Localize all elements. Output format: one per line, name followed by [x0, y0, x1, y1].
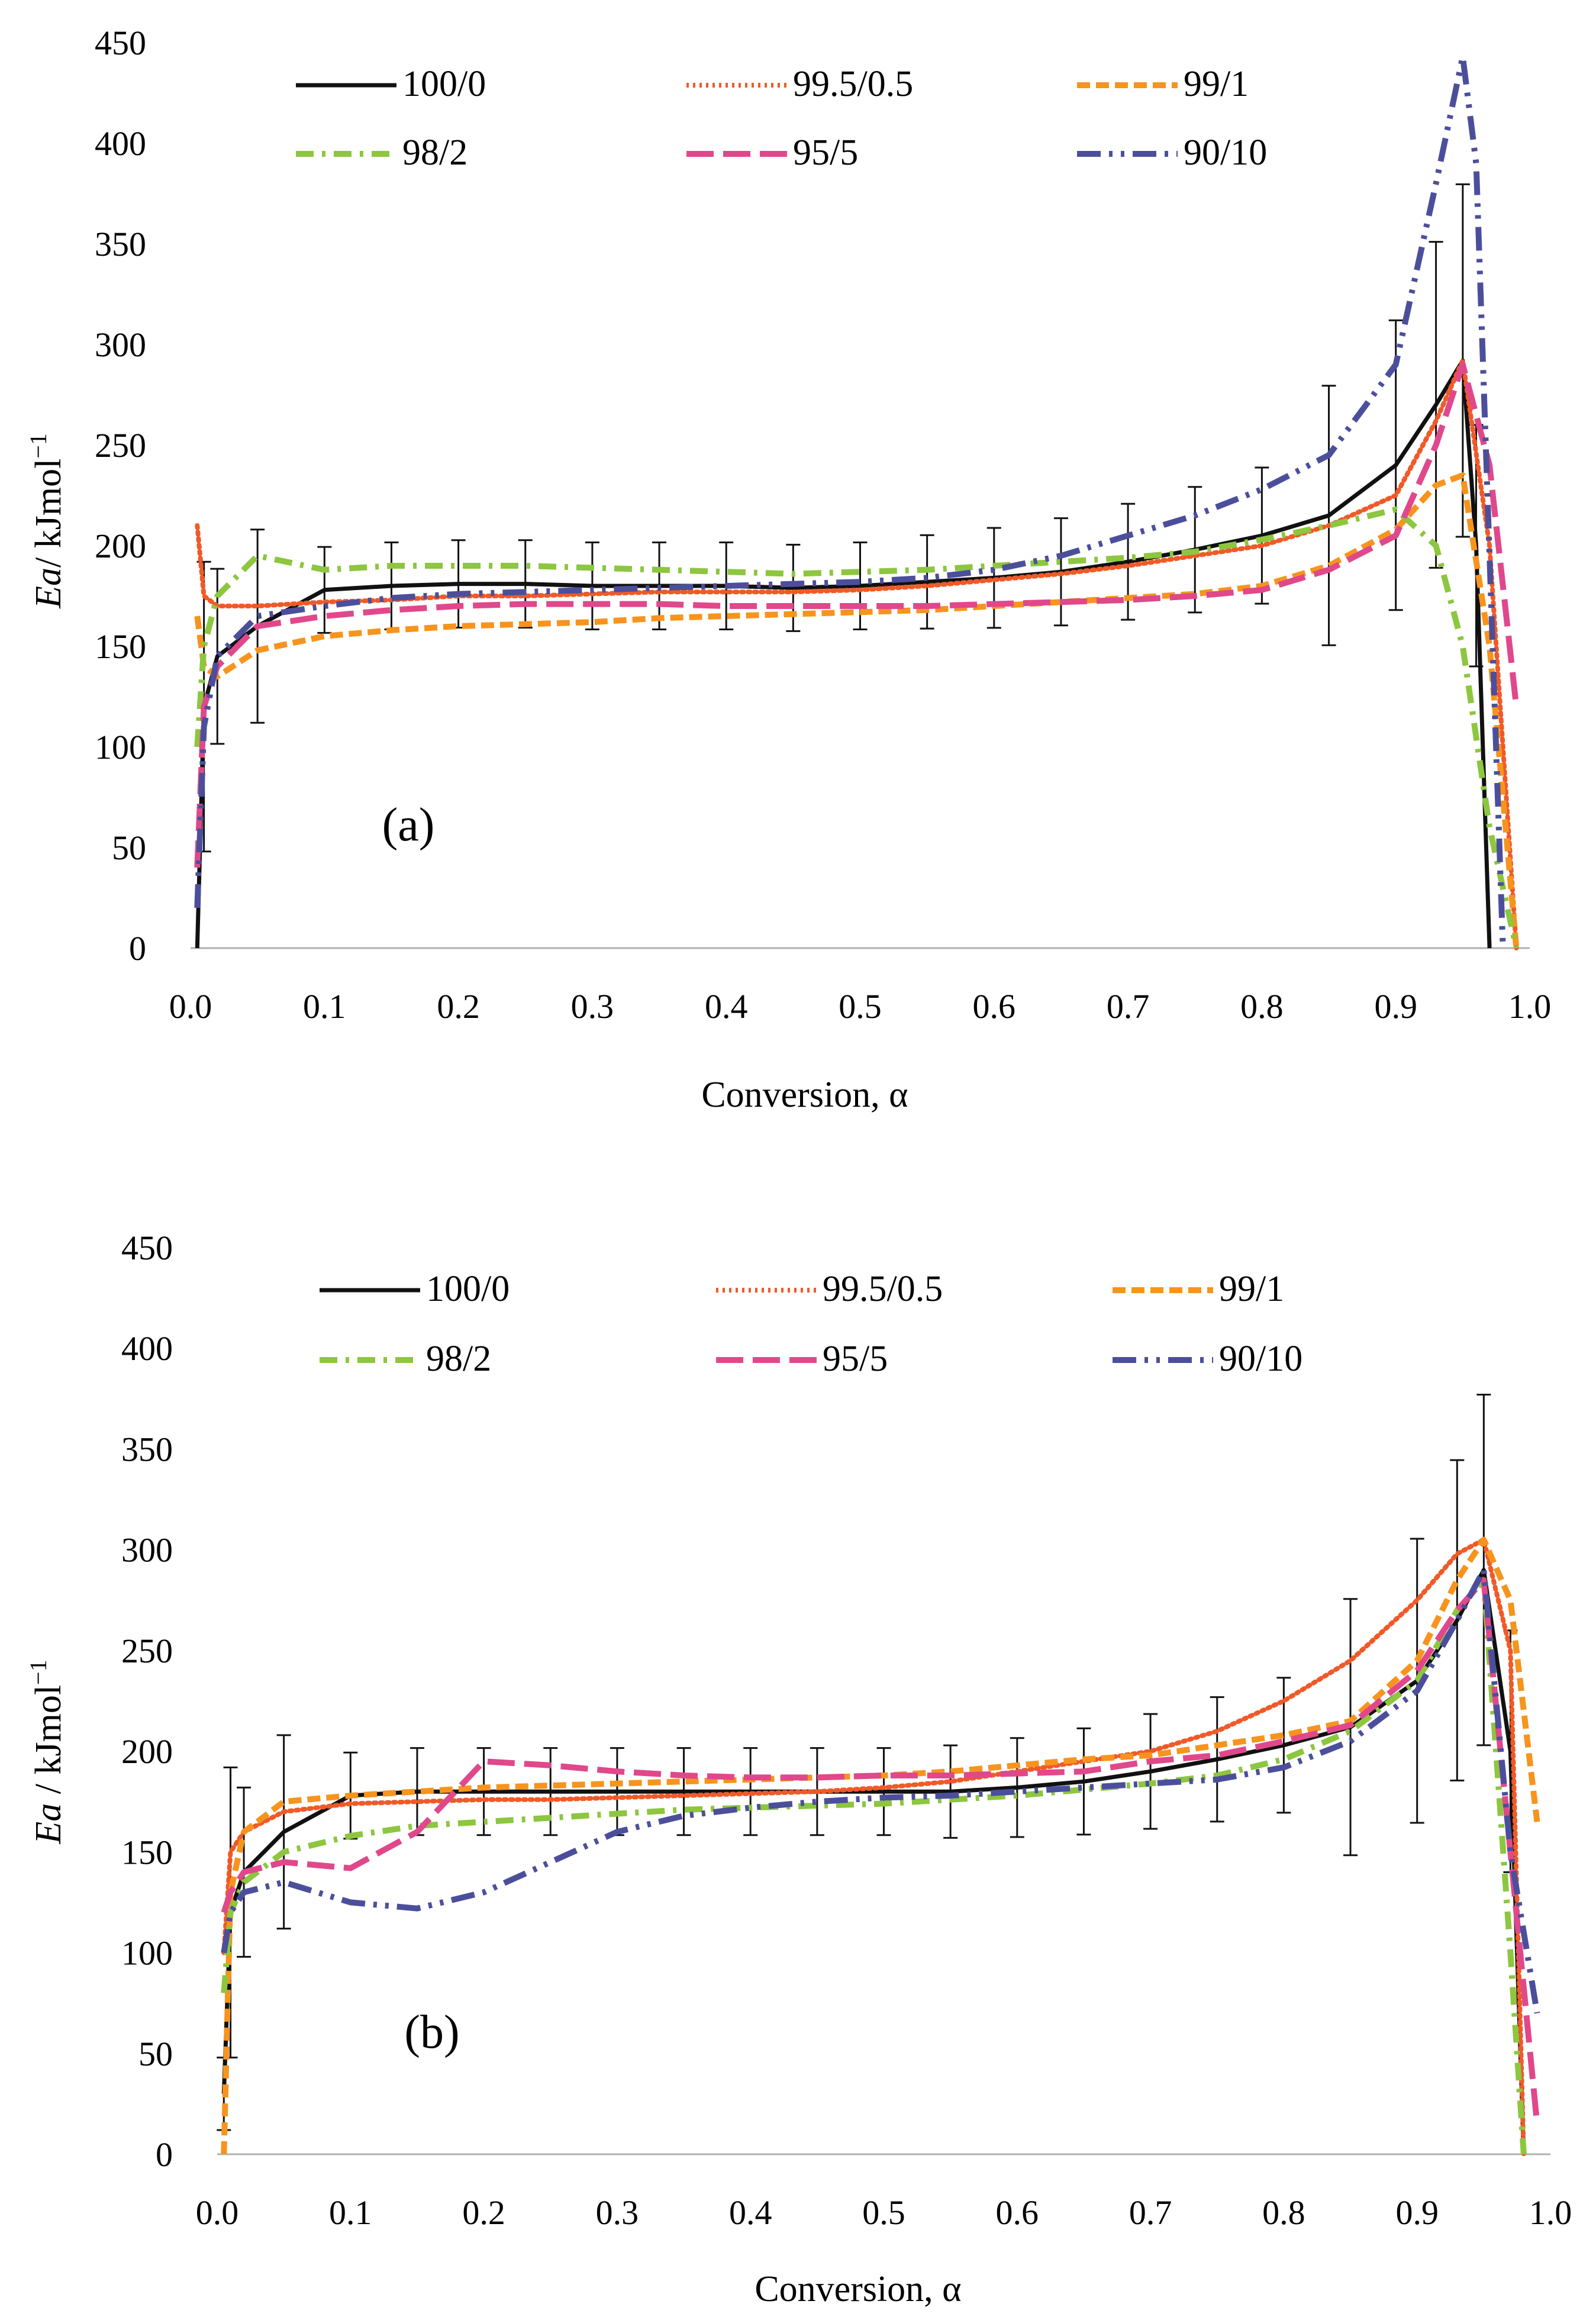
y-axis-title-exponent: −1	[25, 433, 51, 459]
legend: 100/0 99.5/0.5 99/1 98/2 95/5 90/10	[320, 1269, 1302, 1379]
legend-item: 100/0	[320, 1269, 510, 1309]
x-tick-label: 1.0	[1529, 2193, 1572, 2232]
y-axis-title: Ea/ kJmol−1	[25, 433, 69, 609]
panel-label-b: (b)	[404, 2006, 459, 2058]
chart-panel-b: 0.0 0.1 0.2 0.3 0.4 0.5 0.6 0.7 0.8 0.9 1.0 0 50 100 1…	[25, 1229, 1572, 2309]
x-tick-label: 0.8	[1240, 987, 1284, 1026]
y-tick-label: 50	[138, 2035, 173, 2073]
legend-label: 90/10	[1219, 1339, 1302, 1379]
y-tick-label: 350	[95, 225, 146, 263]
y-tick-label: 300	[121, 1531, 173, 1570]
x-tick-label: 0.1	[303, 987, 346, 1026]
series-line-99-1	[221, 1536, 1540, 2155]
y-tick-label: 250	[95, 426, 146, 465]
series-line-95-5	[194, 362, 1520, 868]
series-line-95-5	[221, 1577, 1540, 2125]
y-tick-label: 0	[156, 2135, 173, 2174]
y-axis-title: Ea / kJmol−1	[25, 1659, 69, 1844]
series-line-100-0	[195, 358, 1492, 949]
series-line-98-2	[221, 1577, 1527, 2155]
x-tick-label: 0.2	[462, 2193, 505, 2232]
y-tick-label: 400	[95, 124, 146, 163]
y-axis-title-symbol: Ea	[28, 1803, 69, 1845]
series-line-90-10	[194, 53, 1506, 949]
series-line-99-5-0-5	[195, 358, 1519, 950]
x-tick-label: 0.7	[1129, 2193, 1172, 2232]
axis-ticks: 0.0 0.1 0.2 0.3 0.4 0.5 0.6 0.7 0.8 0.9 1.0 0 50 100 1…	[121, 1229, 1572, 2232]
legend: 100/0 99.5/0.5 99/1 98/2 95/5 90/10	[296, 64, 1267, 173]
x-tick-label: 0.5	[862, 2193, 905, 2232]
legend-label: 100/0	[402, 64, 486, 104]
y-axis-title-symbol: Ea	[28, 568, 69, 609]
y-tick-label: 400	[121, 1329, 173, 1368]
legend-label: 98/2	[402, 133, 467, 173]
series-line-99-5-0-5	[221, 1537, 1526, 2157]
legend-item: 99.5/0.5	[686, 64, 913, 104]
y-tick-label: 50	[112, 829, 146, 867]
chart-panel-a: 0.0 0.1 0.2 0.3 0.4 0.5 0.6 0.7 0.8 0.9 1.0 0 50 100 1…	[25, 24, 1551, 1115]
legend-label: 99/1	[1219, 1269, 1284, 1309]
legend-label: 99/1	[1184, 64, 1249, 104]
x-tick-label: 0.3	[571, 987, 614, 1026]
y-axis-title-unit: / kJmol	[28, 1685, 69, 1803]
x-tick-label: 0.9	[1395, 2193, 1439, 2232]
x-axis-title: Conversion, α	[755, 2269, 961, 2309]
panel-label-a: (a)	[382, 799, 435, 851]
x-tick-label: 0.6	[996, 2193, 1039, 2232]
y-tick-label: 200	[95, 527, 146, 565]
axis-ticks: 0.0 0.1 0.2 0.3 0.4 0.5 0.6 0.7 0.8 0.9 1.0 0 50 100 1…	[95, 24, 1551, 1026]
y-tick-label: 450	[121, 1229, 173, 1267]
x-tick-label: 0.9	[1374, 987, 1417, 1026]
x-tick-label: 1.0	[1508, 987, 1552, 1026]
x-tick-label: 0.4	[729, 2193, 772, 2232]
y-tick-label: 450	[95, 24, 146, 62]
legend-label: 100/0	[426, 1269, 510, 1309]
y-tick-label: 100	[121, 1934, 173, 1973]
x-tick-label: 0.0	[169, 987, 212, 1026]
legend-label: 99.5/0.5	[793, 64, 913, 104]
y-axis-title-unit: / kJmol	[28, 459, 69, 568]
x-tick-label: 0.2	[437, 987, 480, 1026]
x-axis-title: Conversion, α	[701, 1075, 908, 1115]
y-axis-title-exponent: −1	[25, 1659, 51, 1685]
legend-item: 99/1	[1113, 1269, 1284, 1309]
legend-item: 95/5	[686, 133, 858, 173]
legend-label: 99.5/0.5	[823, 1269, 943, 1309]
legend-label: 90/10	[1184, 133, 1267, 173]
x-tick-label: 0.4	[705, 987, 748, 1026]
x-tick-label: 0.8	[1262, 2193, 1305, 2232]
legend-item: 98/2	[320, 1339, 491, 1379]
x-tick-label: 0.3	[596, 2193, 639, 2232]
legend-item: 98/2	[296, 133, 467, 173]
y-tick-label: 0	[129, 929, 146, 968]
y-tick-label: 100	[95, 728, 146, 766]
series-line-90-10	[221, 1567, 1540, 2014]
x-tick-label: 0.7	[1107, 987, 1150, 1026]
series-lines	[194, 53, 1520, 950]
legend-label: 95/5	[823, 1339, 888, 1379]
legend-label: 98/2	[426, 1339, 491, 1379]
legend-item: 100/0	[296, 64, 486, 104]
y-tick-label: 300	[95, 326, 146, 364]
y-tick-label: 200	[121, 1732, 173, 1771]
y-tick-label: 350	[121, 1430, 173, 1468]
x-tick-label: 0.6	[973, 987, 1016, 1026]
legend-item: 99.5/0.5	[716, 1269, 943, 1309]
legend-item: 95/5	[716, 1339, 888, 1379]
legend-label: 95/5	[793, 133, 858, 173]
series-line-98-2	[194, 506, 1520, 949]
y-tick-label: 150	[95, 627, 146, 666]
y-tick-label: 250	[121, 1632, 173, 1670]
x-tick-label: 0.0	[196, 2193, 239, 2232]
y-tick-label: 150	[121, 1833, 173, 1871]
series-lines	[221, 1536, 1540, 2157]
legend-item: 99/1	[1077, 64, 1249, 104]
x-tick-label: 0.5	[839, 987, 882, 1026]
legend-item: 90/10	[1077, 133, 1267, 173]
x-tick-label: 0.1	[329, 2193, 372, 2232]
legend-item: 90/10	[1113, 1339, 1302, 1379]
